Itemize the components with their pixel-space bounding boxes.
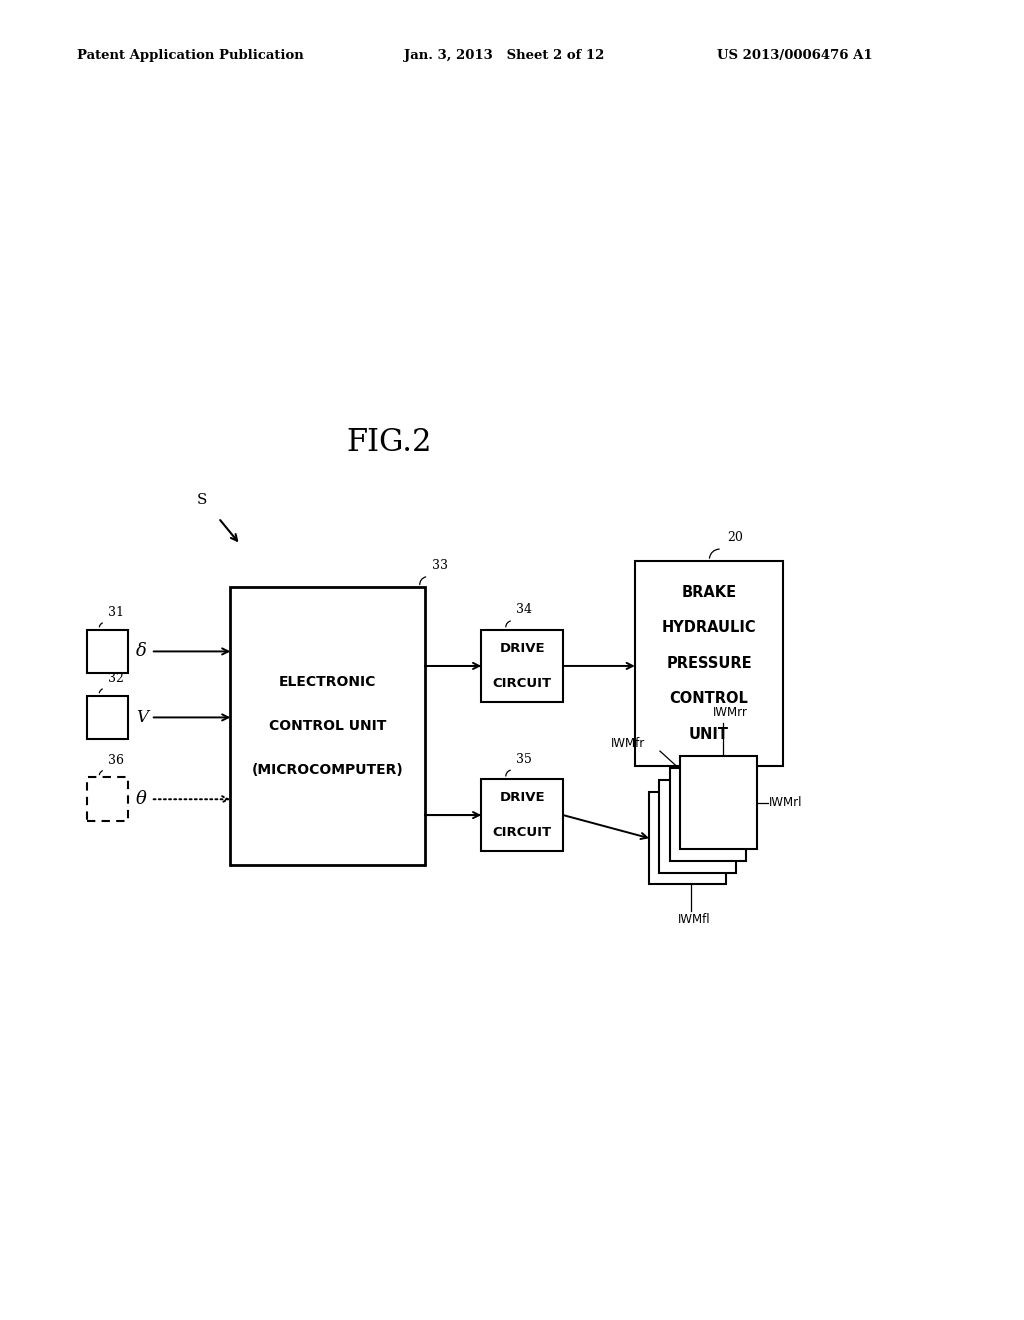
Bar <box>87 696 128 739</box>
Text: IWMrr: IWMrr <box>713 706 749 719</box>
Text: S: S <box>197 494 207 507</box>
FancyArrowPatch shape <box>420 577 426 585</box>
Text: DRIVE: DRIVE <box>500 643 545 655</box>
Text: IWMfr: IWMfr <box>610 737 645 750</box>
Text: 31: 31 <box>108 606 124 619</box>
Text: V: V <box>136 709 148 726</box>
Text: FIG.2: FIG.2 <box>346 426 432 458</box>
Bar <box>680 756 757 849</box>
Text: Patent Application Publication: Patent Application Publication <box>77 49 303 62</box>
Text: 20: 20 <box>727 531 743 544</box>
Text: ELECTRONIC: ELECTRONIC <box>279 676 377 689</box>
Text: 36: 36 <box>108 754 124 767</box>
Bar <box>481 630 563 702</box>
Bar <box>87 630 128 673</box>
Bar <box>230 587 425 865</box>
Text: US 2013/0006476 A1: US 2013/0006476 A1 <box>717 49 872 62</box>
FancyArrowPatch shape <box>99 623 102 627</box>
Text: CONTROL: CONTROL <box>670 692 749 706</box>
Text: UNIT: UNIT <box>689 727 729 742</box>
Text: CIRCUIT: CIRCUIT <box>493 826 552 838</box>
Bar <box>481 779 563 851</box>
Text: BRAKE: BRAKE <box>682 585 736 599</box>
Bar <box>670 768 746 861</box>
Bar <box>635 561 783 766</box>
FancyArrowPatch shape <box>710 549 719 558</box>
Text: Jan. 3, 2013   Sheet 2 of 12: Jan. 3, 2013 Sheet 2 of 12 <box>404 49 605 62</box>
Text: 35: 35 <box>516 752 532 766</box>
Text: IWMfl: IWMfl <box>678 913 710 927</box>
Text: PRESSURE: PRESSURE <box>667 656 752 671</box>
Text: IWMrl: IWMrl <box>769 796 803 809</box>
Text: (MICROCOMPUTER): (MICROCOMPUTER) <box>252 763 403 776</box>
Text: HYDRAULIC: HYDRAULIC <box>662 620 757 635</box>
Text: 34: 34 <box>516 603 532 616</box>
Text: CIRCUIT: CIRCUIT <box>493 677 552 689</box>
Text: 33: 33 <box>432 558 449 572</box>
Text: θ: θ <box>136 791 147 808</box>
Bar <box>649 792 726 884</box>
Text: DRIVE: DRIVE <box>500 792 545 804</box>
FancyArrowPatch shape <box>99 689 102 693</box>
FancyArrowPatch shape <box>99 771 102 775</box>
Bar <box>659 780 736 873</box>
FancyArrowPatch shape <box>506 620 510 627</box>
Text: CONTROL UNIT: CONTROL UNIT <box>269 719 386 733</box>
Text: 32: 32 <box>108 672 124 685</box>
Text: δ: δ <box>136 643 147 660</box>
Bar <box>87 777 128 821</box>
FancyArrowPatch shape <box>506 770 510 776</box>
